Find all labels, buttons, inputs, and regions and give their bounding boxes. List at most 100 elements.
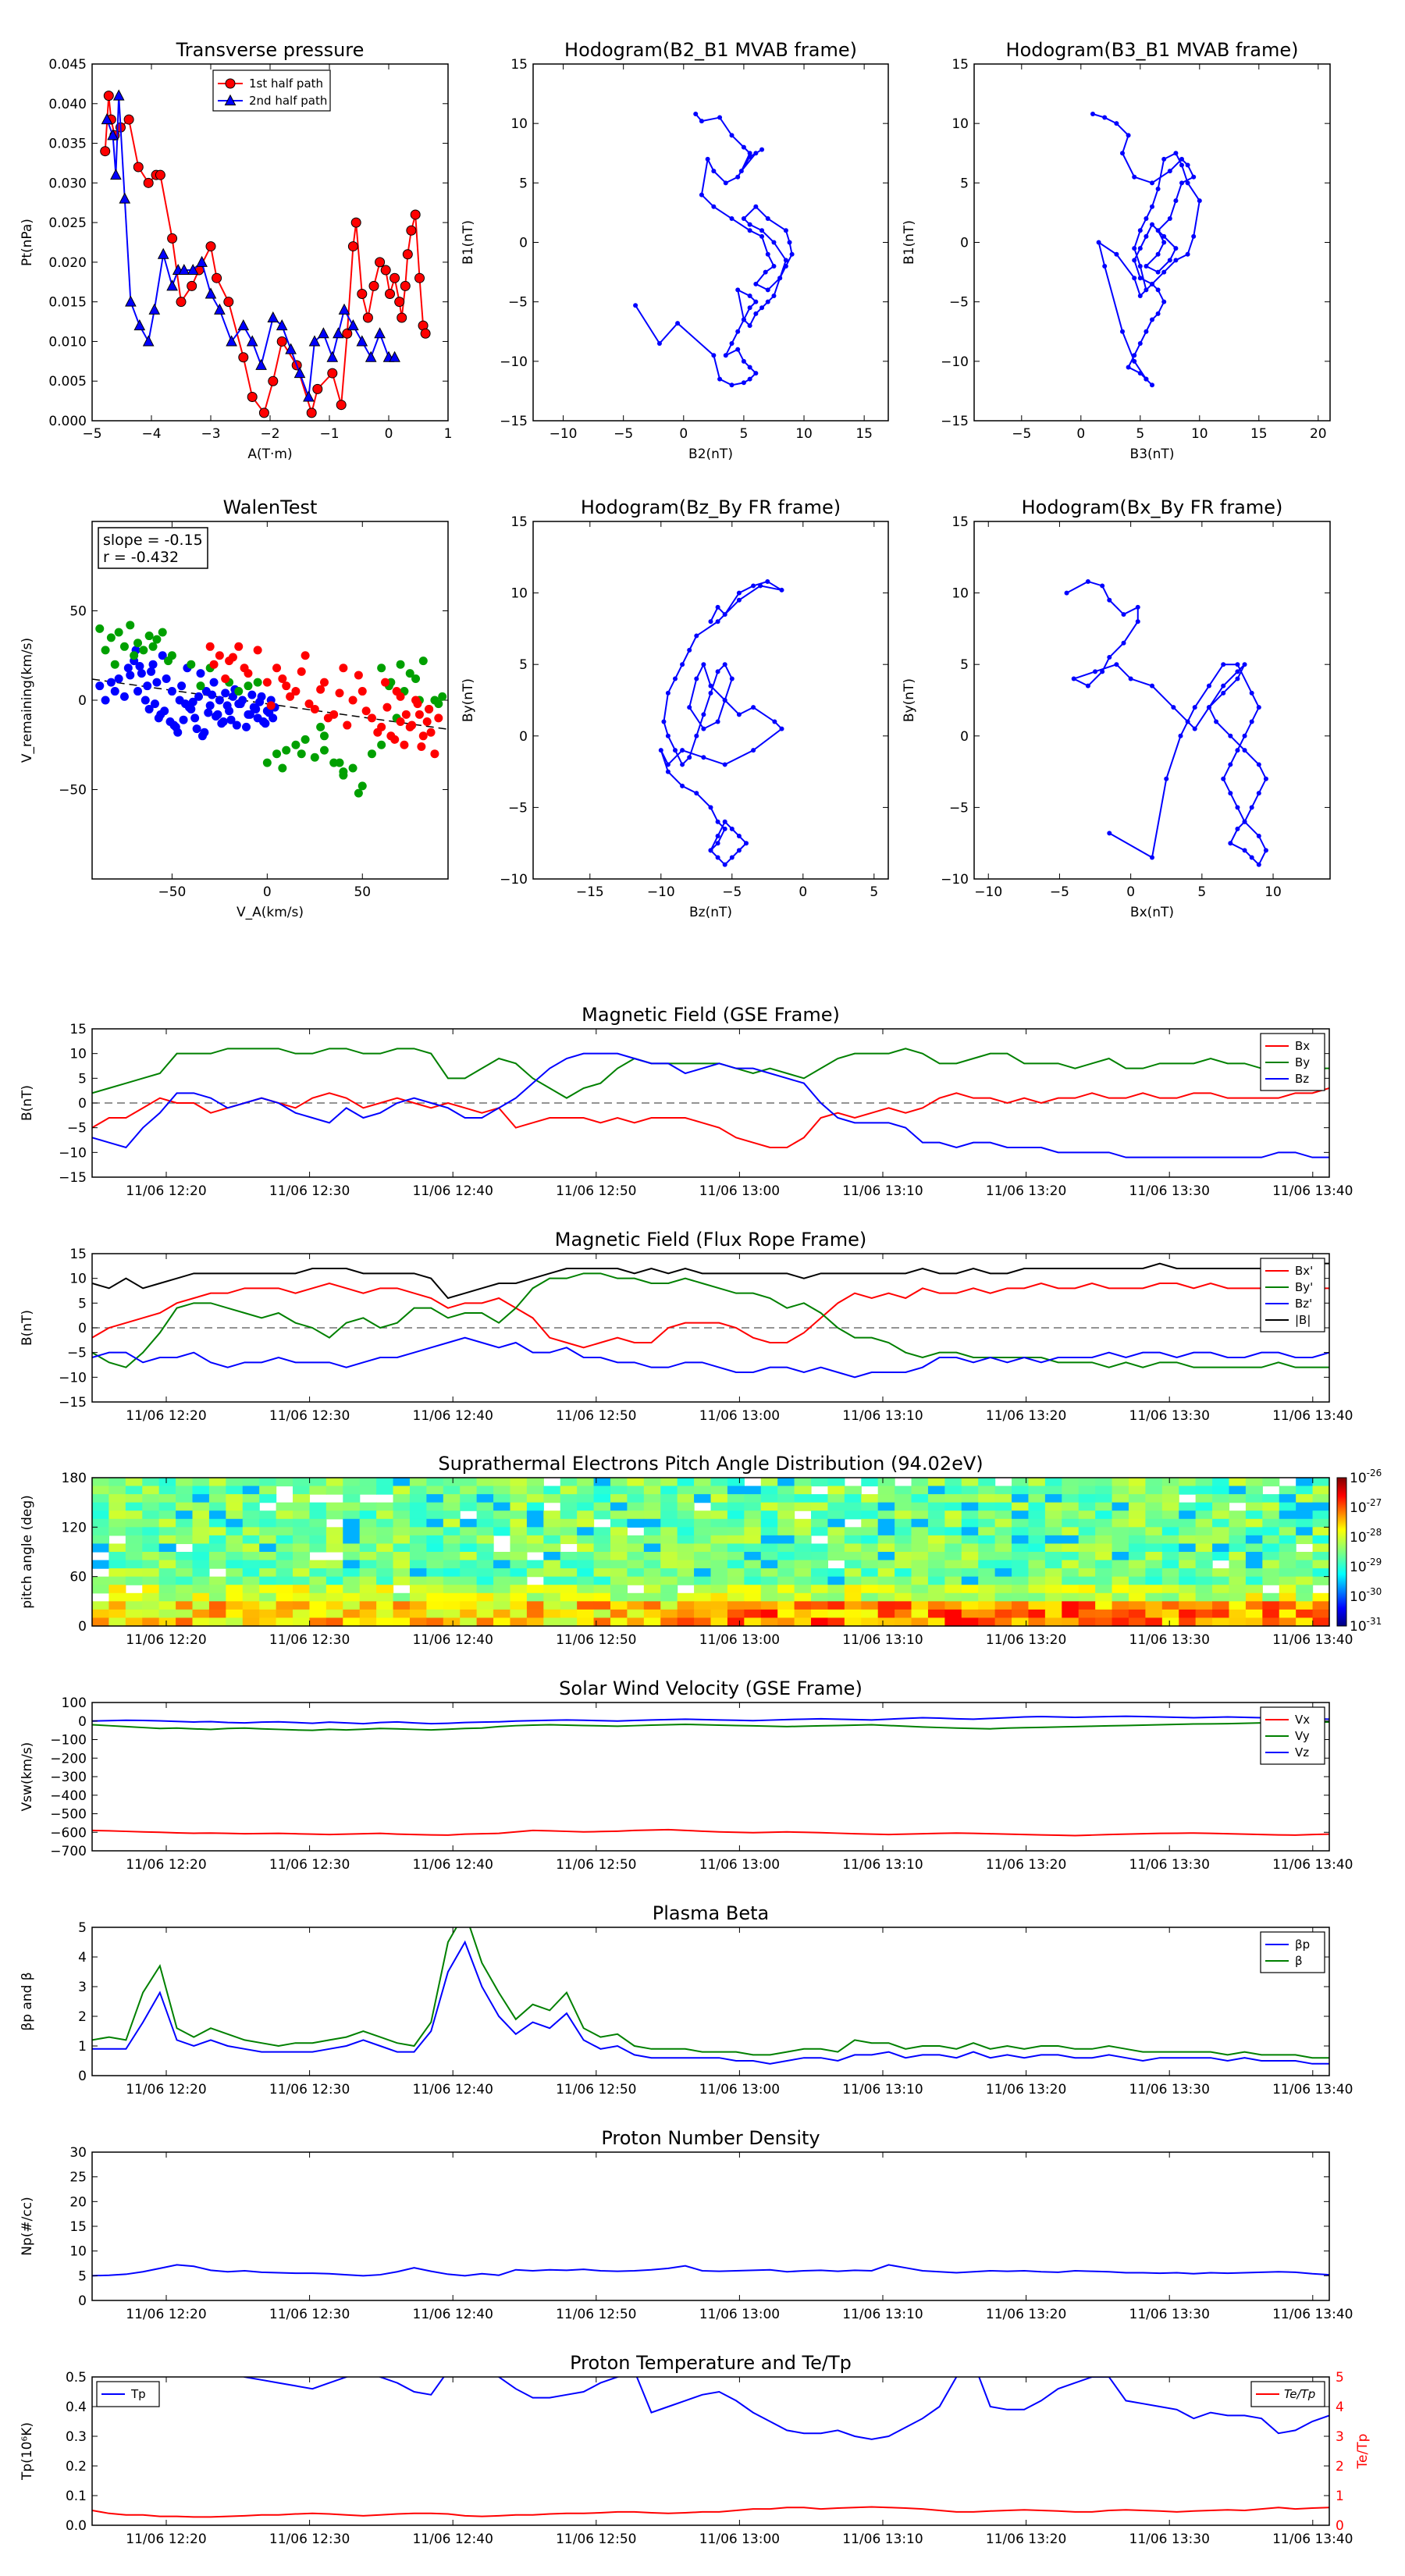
pad-cell [643, 1518, 661, 1528]
h4-point [1150, 855, 1154, 860]
pad-cell [1212, 1478, 1230, 1487]
pad-cell [409, 1535, 427, 1545]
h2-xtick-label: 15 [1250, 426, 1268, 442]
pad-cell [660, 1617, 678, 1627]
pad-cell [510, 1609, 528, 1619]
pad-cell [226, 1568, 244, 1578]
bgse-ytick-label: 15 [69, 1022, 87, 1037]
pad-cell [1012, 1560, 1030, 1569]
pad-cell [844, 1609, 862, 1619]
h1-point [753, 371, 759, 376]
pad-cell [92, 1617, 110, 1627]
pad-cell [443, 1527, 461, 1536]
h4-point [1256, 791, 1261, 796]
bfr-xtick-label: 11/06 13:40 [1272, 1408, 1353, 1424]
pad-cell [208, 1494, 226, 1503]
pad-cell [694, 1527, 712, 1536]
pad-cell [1112, 1560, 1129, 1569]
pad-cell [610, 1576, 628, 1585]
bgse-legend-label: Bx [1295, 1039, 1310, 1053]
pad-cell [242, 1592, 260, 1602]
pad-cell [176, 1592, 194, 1602]
vsw-ytick-label: −200 [50, 1751, 87, 1767]
pt-ytick-label: 0.040 [48, 97, 87, 112]
pad-cell [293, 1617, 311, 1627]
pad-cell [1078, 1485, 1096, 1495]
tp-series-Tp-line [242, 2377, 1329, 2440]
tp-xtick-label: 11/06 13:40 [1272, 2532, 1353, 2547]
pad-cell [276, 1552, 293, 1561]
walen-point [158, 628, 167, 637]
pad-cell [359, 1527, 377, 1536]
pad-cell [593, 1502, 611, 1511]
pad-cell [593, 1535, 611, 1545]
pad-cell [1078, 1601, 1096, 1610]
pad-cell [978, 1585, 996, 1594]
pad-cell [325, 1502, 343, 1511]
pad-cell [510, 1560, 528, 1569]
pad-cell [794, 1478, 812, 1487]
pad-cell [1095, 1601, 1113, 1610]
pad-cell [911, 1585, 929, 1594]
pad-cell [460, 1617, 478, 1627]
pad-cell [1245, 1617, 1263, 1627]
pad-cell [259, 1478, 277, 1487]
pad-cell [1044, 1601, 1062, 1610]
pad-cell [460, 1518, 478, 1528]
pad-cell [426, 1609, 444, 1619]
pad-cell [927, 1478, 945, 1487]
pad-cell [1229, 1535, 1247, 1545]
pt-point [350, 217, 361, 228]
beta-legend [1260, 1931, 1325, 1973]
pad-cell [242, 1478, 260, 1487]
h1-ytick-label: 15 [510, 57, 528, 73]
pad-cell [1112, 1552, 1129, 1561]
pad-cell [176, 1609, 194, 1619]
pad-cell [944, 1576, 962, 1585]
h4-point [1242, 848, 1247, 853]
pad-cell [877, 1518, 895, 1528]
colorbar-label-exponent: -30 [1367, 1586, 1382, 1597]
pad-cell [376, 1568, 394, 1578]
pad-cell [944, 1478, 962, 1487]
pad-cell [1279, 1527, 1297, 1536]
pad-cell [827, 1568, 845, 1578]
pad-cell [1296, 1576, 1314, 1585]
vsw-series-Vz-line [92, 1715, 1329, 1725]
pad-cell [242, 1576, 260, 1585]
pad-cell [192, 1485, 210, 1495]
pad-cell [1095, 1592, 1113, 1602]
h2-point [1161, 156, 1167, 162]
h3-xtick-label: −5 [722, 884, 742, 900]
h3-point [661, 719, 667, 724]
beta-ytick-label: 5 [78, 1920, 87, 1936]
h4-ytick-label: 5 [960, 657, 969, 673]
h2-point [1114, 121, 1119, 126]
pad-cell [677, 1568, 695, 1578]
pad-cell [142, 1510, 160, 1520]
pad-cell [677, 1552, 695, 1561]
pad-cell [142, 1535, 160, 1545]
pad-cell [1296, 1510, 1314, 1520]
h1-point [753, 299, 759, 304]
pad-cell [426, 1535, 444, 1545]
pad-cell [526, 1543, 544, 1553]
walen-title: WalenTest [223, 496, 318, 518]
pad-cell [409, 1585, 427, 1594]
pt-point [157, 247, 169, 259]
pad-cell [1262, 1494, 1280, 1503]
pad-cell [92, 1585, 110, 1594]
pad-cell [510, 1502, 528, 1511]
pt-point [326, 350, 339, 362]
pad-cell [777, 1535, 795, 1545]
pad-cell [677, 1478, 695, 1487]
pad-cell [660, 1485, 678, 1495]
h1-point [711, 204, 717, 209]
pad-cell [1262, 1535, 1280, 1545]
pad-cell [242, 1568, 260, 1578]
walen-point [139, 646, 148, 655]
pad-cell [1296, 1478, 1314, 1487]
pt-point [327, 368, 338, 379]
pad-cell [1095, 1494, 1113, 1503]
pad-cell [978, 1543, 996, 1553]
